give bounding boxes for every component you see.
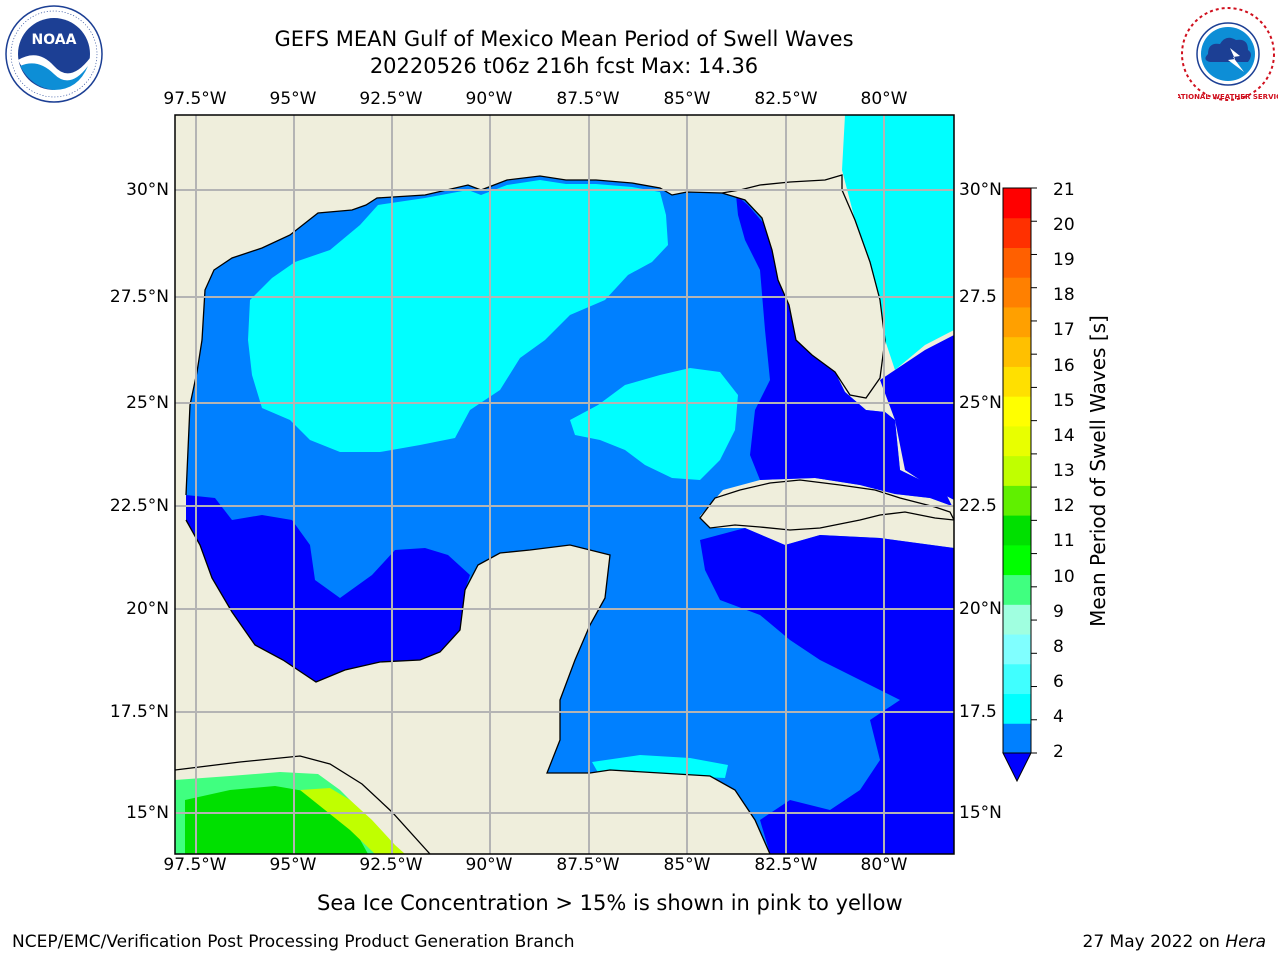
gulf-coastline [185, 175, 723, 496]
colorbar-segment [1003, 604, 1031, 635]
colorbar-segment [1003, 723, 1031, 754]
colorbar-segment [1003, 277, 1031, 308]
colorbar-tick-4: 4 [1053, 707, 1064, 727]
colorbar-segment [1003, 663, 1031, 695]
y-tick-left-30: 30°N [126, 180, 169, 200]
noaa-logo: NOAA [5, 5, 103, 103]
colorbar-segment [1003, 247, 1031, 278]
colorbar-tick-20: 20 [1053, 215, 1075, 235]
chart-title: GEFS MEAN Gulf of Mexico Mean Period of … [274, 27, 854, 51]
colorbar-segment [1003, 455, 1031, 486]
x-tick-bottom-82.5: 82.5°W [754, 855, 818, 875]
colorbar-tick-14: 14 [1053, 426, 1075, 446]
colorbar-tick-10: 10 [1053, 567, 1075, 587]
colorbar-tick-19: 19 [1053, 250, 1075, 270]
y-tick-right-17.5: 17.5 [959, 702, 997, 722]
y-tick-right-25: 25°N [959, 393, 1002, 413]
colorbar-extend-arrow [1002, 752, 1032, 783]
x-tick-top-85: 85°W [663, 89, 711, 109]
deep-blue-west-gulf [186, 495, 470, 682]
x-tick-bottom-87.5: 87.5°W [556, 855, 620, 875]
colorbar-segments [1003, 188, 1031, 754]
x-tick-bottom-97.5: 97.5°W [163, 855, 227, 875]
colorbar-segment [1003, 306, 1031, 338]
colorbar-segment [1003, 188, 1031, 219]
x-tick-top-82.5: 82.5°W [754, 89, 818, 109]
x-tick-bottom-92.5: 92.5°W [359, 855, 423, 875]
colorbar-segment [1003, 425, 1031, 457]
colorbar-tick-11: 11 [1053, 531, 1075, 551]
colorbar-segment [1003, 485, 1031, 516]
colorbar-tick-8: 8 [1053, 637, 1064, 657]
y-tick-right-20: 20°N [959, 599, 1002, 619]
colorbar-frame [1002, 187, 1032, 754]
x-tick-bottom-80: 80°W [860, 855, 908, 875]
y-tick-left-25: 25°N [126, 393, 169, 413]
colorbar-tick-12: 12 [1053, 496, 1075, 516]
colorbar-segment [1003, 515, 1031, 546]
map-gridlines [175, 115, 954, 854]
footer-host: Hera [1225, 932, 1266, 952]
pacific-swell-yellow [300, 788, 405, 854]
noaa-logo-text: NOAA [32, 32, 77, 48]
x-tick-top-97.5: 97.5°W [163, 89, 227, 109]
land-florida [721, 174, 886, 399]
x-tick-bottom-90: 90°W [465, 855, 513, 875]
nws-logo-text: NATIONAL WEATHER SERVICE [1178, 93, 1278, 101]
y-tick-left-27.5: 27.5°N [109, 287, 169, 307]
footer-date: 27 May 2022 on Hera [1083, 932, 1267, 952]
nws-logo: NATIONAL WEATHER SERVICE [1178, 7, 1278, 101]
colorbar-tick-18: 18 [1053, 285, 1075, 305]
colorbar-tick-16: 16 [1053, 356, 1075, 376]
mexico-coastline [185, 519, 771, 854]
cyan-atlantic [842, 115, 954, 370]
x-tick-top-90: 90°W [465, 89, 513, 109]
y-tick-right-27.5: 27.5 [959, 287, 997, 307]
deep-blue-east-gulf [736, 195, 952, 506]
x-tick-top-95: 95°W [269, 89, 317, 109]
cyan-north-gulf [248, 180, 668, 452]
colorbar-tick-15: 15 [1053, 391, 1075, 411]
footer-credit: NCEP/EMC/Verification Post Processing Pr… [12, 932, 575, 952]
colorbar-segment [1003, 574, 1031, 605]
chart-subtitle: 20220526 t06z 216h fcst Max: 14.36 [369, 54, 759, 78]
colorbar-segment [1003, 693, 1031, 724]
deep-blue-atlantic [880, 335, 954, 500]
cyan-central-gulf [570, 368, 738, 480]
x-tick-top-92.5: 92.5°W [359, 89, 423, 109]
colorbar-label: Mean Period of Swell Waves [s] [1086, 315, 1110, 627]
y-tick-right-15: 15°N [959, 803, 1002, 823]
colorbar-segment [1003, 544, 1031, 576]
colorbar-tick-21: 21 [1053, 180, 1075, 200]
y-tick-left-22.5: 22.5°N [109, 496, 169, 516]
x-tick-bottom-95: 95°W [269, 855, 317, 875]
y-tick-left-20: 20°N [126, 599, 169, 619]
colorbar-segment [1003, 396, 1031, 427]
colorbar-segment [1003, 366, 1031, 397]
colorbar-tick-6: 6 [1053, 672, 1064, 692]
colorbar-tick-9: 9 [1053, 602, 1064, 622]
colorbar-tick-17: 17 [1053, 320, 1075, 340]
colorbar-segment [1003, 634, 1031, 665]
x-tick-top-87.5: 87.5°W [556, 89, 620, 109]
x-tick-bottom-85: 85°W [663, 855, 711, 875]
sea-ice-note: Sea Ice Concentration > 15% is shown in … [317, 891, 903, 915]
colorbar-tick-2: 2 [1053, 742, 1064, 762]
map-frame [174, 114, 955, 855]
colorbar-tick-13: 13 [1053, 461, 1075, 481]
y-tick-right-22.5: 22.5 [959, 496, 997, 516]
colorbar-tick-marks [1031, 187, 1037, 754]
colorbar [1002, 187, 1037, 783]
colorbar-segment [1003, 217, 1031, 248]
y-tick-left-17.5: 17.5°N [109, 702, 169, 722]
colorbar-segment [1003, 336, 1031, 367]
y-tick-left-15: 15°N [126, 803, 169, 823]
footer-date-text: 27 May 2022 on [1082, 932, 1226, 952]
y-tick-right-30: 30°N [959, 180, 1002, 200]
x-tick-top-80: 80°W [860, 89, 908, 109]
